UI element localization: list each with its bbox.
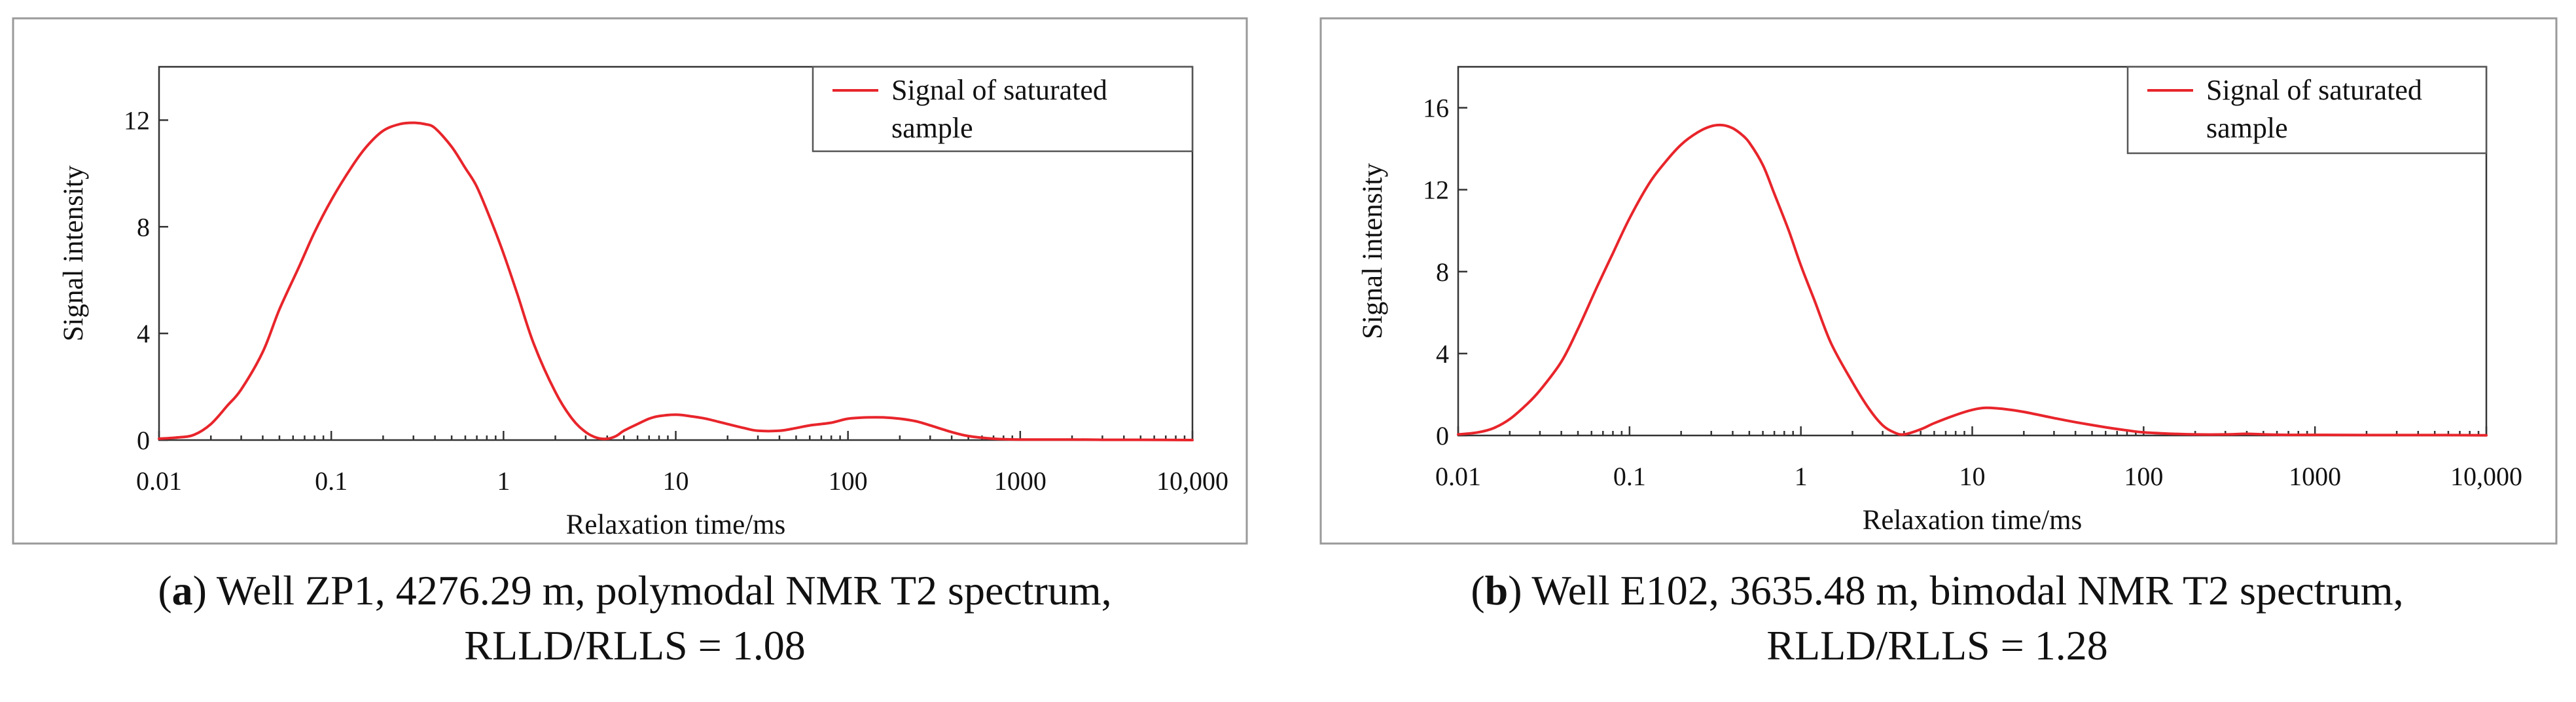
x-axis-title: Relaxation time/ms [1863, 505, 2083, 536]
x-tick-label: 0.01 [136, 466, 182, 496]
chart-panel-a: 0 4 8 12 0.01 0.1 1 10 100 1000 10,000 Relaxation t… [12, 17, 1248, 545]
legend-label-line2: sample [891, 112, 973, 144]
x-tick-label: 10,000 [2450, 462, 2522, 491]
caption-a-text: Well ZP1, 4276.29 m, polymodal NMR T2 sp… [206, 567, 1112, 614]
x-tick-label: 1000 [2289, 462, 2341, 491]
y-tick-label: 12 [124, 105, 150, 135]
y-tick-label: 8 [137, 212, 150, 242]
x-tick-label: 0.01 [1435, 462, 1481, 491]
x-tick-label: 0.1 [315, 466, 348, 496]
legend-label-line2: sample [2206, 112, 2288, 144]
chart-panel-b: 0 4 8 12 16 0.01 0.1 1 10 100 1000 10,000 Relaxation… [1319, 17, 2558, 545]
x-tick-label: 1 [1795, 462, 1808, 491]
caption-a-line1: (a) Well ZP1, 4276.29 m, polymodal NMR T… [158, 567, 1112, 614]
caption-a-line2: RLLD/RLLS = 1.08 [464, 622, 806, 669]
caption-b-label: b [1484, 567, 1509, 614]
y-tick-label: 0 [137, 426, 150, 455]
y-axis-title: Signal intensity [1357, 163, 1388, 339]
y-tick-label: 0 [1436, 421, 1449, 451]
x-tick-label: 1 [497, 466, 510, 496]
caption-b-line1: (b) Well E102, 3635.48 m, bimodal NMR T2… [1471, 567, 2404, 614]
caption-b-text: Well E102, 3635.48 m, bimodal NMR T2 spe… [1522, 567, 2404, 614]
y-tick-label: 4 [1436, 339, 1449, 369]
x-tick-label: 0.1 [1613, 462, 1646, 491]
x-tick-label: 1000 [994, 466, 1046, 496]
caption-a: (a) Well ZP1, 4276.29 m, polymodal NMR T… [13, 563, 1257, 673]
y-tick-label: 12 [1423, 176, 1449, 205]
legend-label-line1: Signal of saturated [891, 74, 1107, 106]
legend-box [812, 65, 1194, 153]
series-line-signal [158, 121, 1194, 441]
caption-a-label: a [171, 567, 193, 614]
caption-b-line2: RLLD/RLLS = 1.28 [1766, 622, 2108, 669]
x-tick-label: 10,000 [1156, 466, 1228, 496]
x-tick-label: 100 [829, 466, 868, 496]
y-tick-label: 8 [1436, 257, 1449, 287]
series-line-signal [1457, 123, 2488, 437]
y-axis-title: Signal intensity [58, 165, 89, 341]
caption-b: (b) Well E102, 3635.48 m, bimodal NMR T2… [1315, 563, 2559, 673]
y-tick-label: 4 [137, 319, 150, 348]
x-tick-label: 10 [663, 466, 689, 496]
legend-label-line1: Signal of saturated [2206, 74, 2422, 106]
y-tick-label: 16 [1423, 94, 1449, 123]
x-tick-label: 100 [2124, 462, 2163, 491]
x-tick-label: 10 [1959, 462, 1986, 491]
x-axis-title: Relaxation time/ms [566, 509, 786, 540]
legend-box [2126, 65, 2488, 155]
